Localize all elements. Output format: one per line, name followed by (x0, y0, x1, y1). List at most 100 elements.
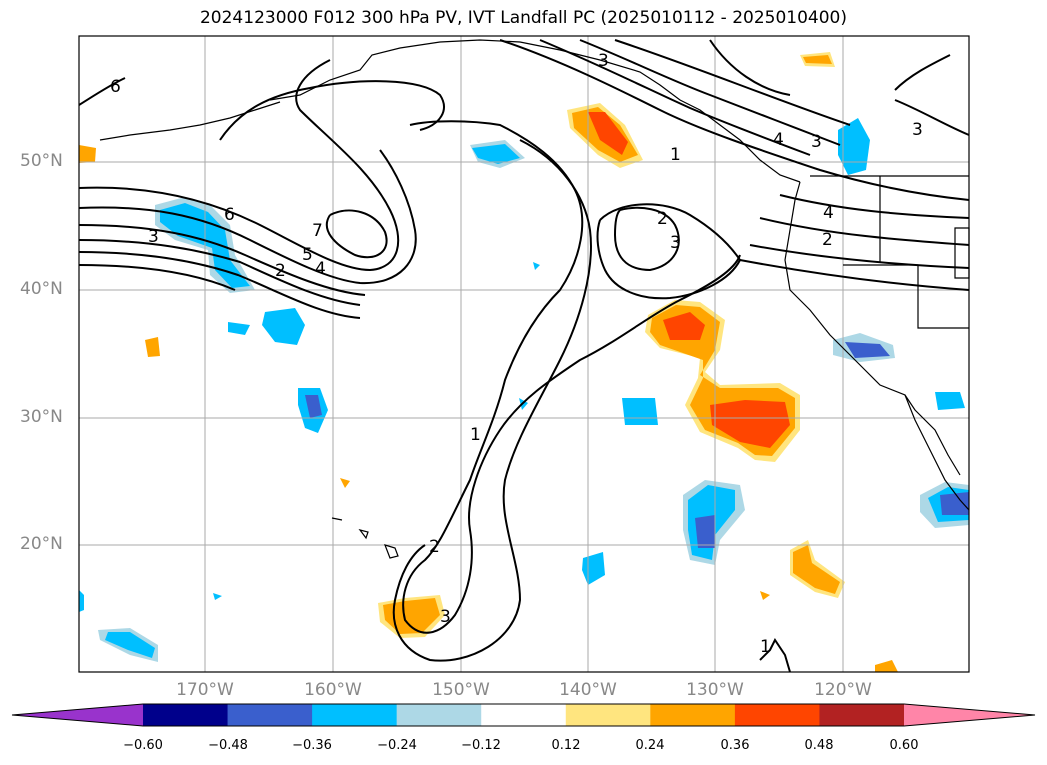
pv-contour-label: 3 (670, 233, 681, 253)
colorbar-tick-label: 0.12 (551, 738, 581, 753)
pv-contour-label: 3 (440, 607, 451, 627)
pv-contour (759, 638, 791, 673)
colorbar-extend-min (12, 704, 143, 726)
shade-pos-blob (793, 545, 840, 594)
pv-contour-label: 3 (148, 227, 159, 247)
lon-label-160w: 160°W (304, 680, 362, 700)
baja (904, 394, 961, 476)
colorbar-tick-label: −0.60 (123, 738, 163, 753)
lat-label-20n: 20°N (20, 534, 63, 554)
pv-contour (78, 251, 361, 319)
pv-contour-label: 3 (811, 132, 822, 152)
lat-label-50n: 50°N (20, 151, 63, 171)
shade-neg-blob (533, 262, 540, 270)
map-frame (78, 35, 970, 673)
pv-contour (219, 80, 445, 141)
pv-contour-label: 1 (670, 145, 681, 165)
lon-label-170w: 170°W (176, 680, 234, 700)
shade-neg-blob (838, 118, 870, 175)
shade-pos-blob (145, 337, 160, 357)
pv-contour (392, 139, 592, 662)
pv-contour-label: 1 (760, 637, 771, 657)
hawaii (331, 517, 399, 559)
colorbar-segment (819, 704, 905, 726)
colorbar-segment (396, 704, 482, 726)
pv-contour-label: 2 (657, 209, 668, 229)
colorbar-segment (481, 704, 567, 726)
shade-pos-blob (710, 400, 790, 448)
shade-neg-blob (305, 395, 322, 418)
map-title: 2024123000 F012 300 hPa PV, IVT Landfall… (199, 8, 847, 28)
pv-contour-label: 4 (823, 203, 834, 223)
pv-contour-label: 6 (110, 77, 121, 97)
colorbar-outline (11, 703, 1036, 727)
pv-contour (613, 206, 680, 272)
na-west-coast (784, 181, 970, 511)
shade-neg-blob (935, 392, 965, 410)
pv-contour-label: 3 (598, 51, 609, 71)
shade-pos-blob (663, 312, 705, 340)
pv-contour (78, 149, 417, 285)
pv-contour (78, 224, 366, 296)
shade-neg-blob (213, 593, 222, 600)
shade-neg-blob (695, 515, 715, 548)
pv-contour (894, 54, 951, 91)
pv-contour-label: 7 (312, 221, 323, 241)
shade-neg-blob (940, 492, 969, 515)
pv-contour-label: 5 (302, 245, 313, 265)
shade-pos-blob (760, 591, 770, 600)
pv-contour (749, 244, 970, 269)
pv-contour (614, 39, 851, 126)
pv-contours (78, 39, 970, 673)
pv-contour-label: 6 (224, 205, 235, 225)
pv-contour-label: 3 (912, 120, 923, 140)
shade-neg-blob (79, 590, 84, 612)
pv-contour (78, 59, 400, 272)
shade-neg-blob (472, 144, 520, 164)
pv-contour (779, 194, 970, 219)
pv-contour-label: 2 (275, 261, 286, 281)
lon-label-140w: 140°W (559, 680, 617, 700)
shade-pos-blob (340, 478, 350, 488)
shade-neg-blob (262, 308, 305, 345)
pv-contour (539, 39, 811, 156)
alaska-coast (269, 39, 801, 183)
lon-label-150w: 150°W (432, 680, 490, 700)
colorbar-tick-label: 0.24 (635, 738, 665, 753)
colorbar-tick-label: 0.60 (889, 738, 919, 753)
pv-contour (325, 209, 388, 259)
pv-contour (709, 39, 791, 96)
shade-pos-blob (588, 112, 628, 155)
pv-contour-label: 2 (429, 537, 440, 557)
pv-contour (402, 120, 741, 634)
pv-contour-label: 4 (315, 259, 326, 279)
pv-contour (759, 217, 970, 246)
colorbar-segment (312, 704, 398, 726)
colorbar-segment (650, 704, 736, 726)
pv-contour (78, 239, 361, 306)
shade-pos-blob (803, 55, 832, 64)
colorbar-tick-label: 0.36 (720, 738, 750, 753)
pv-contour (499, 39, 970, 201)
colorbar-segment (143, 704, 229, 726)
pv-contour (739, 259, 970, 291)
pv-contour-label: 2 (822, 230, 833, 250)
shade-pos-blob (79, 145, 96, 163)
state-lines (843, 176, 970, 329)
aleutians (99, 101, 281, 141)
pv-contour (78, 77, 126, 106)
colorbar (11, 703, 1036, 727)
colorbar-tick-label: −0.24 (377, 738, 417, 753)
contour-labels: 6 3 1 4 3 3 1 6 7 3 5 4 2 2 3 4 2 1 2 3 (110, 51, 923, 657)
shade-neg-blob (519, 398, 528, 410)
pv-contour (78, 264, 236, 291)
pv-contour-label: 1 (470, 425, 481, 445)
lon-label-120w: 120°W (814, 680, 872, 700)
shade-neg-blob (845, 342, 890, 358)
shade-neg-blob (228, 322, 250, 335)
colorbar-tick-label: −0.36 (292, 738, 332, 753)
coastlines (99, 39, 970, 559)
colorbar-segment (734, 704, 820, 726)
pv-contour (579, 39, 841, 146)
